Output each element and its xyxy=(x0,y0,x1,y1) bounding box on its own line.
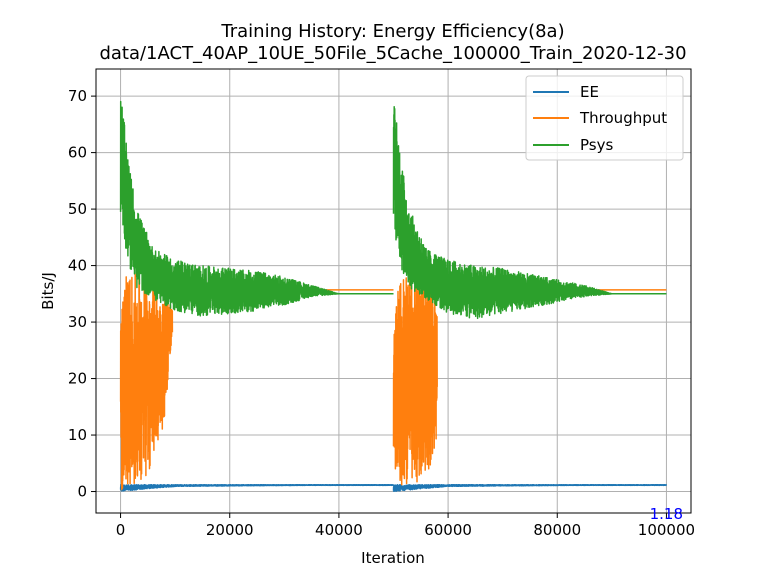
series-line-psys xyxy=(119,100,395,317)
series-layer xyxy=(119,100,668,492)
x-tick-label: 100000 xyxy=(638,521,695,539)
series-line-ee xyxy=(392,484,668,492)
legend: EE Throughput Psys xyxy=(525,75,684,161)
plot-frame xyxy=(95,68,692,514)
series-line-ee xyxy=(119,484,395,492)
y-tick-label: 0 xyxy=(77,483,87,501)
axis-ticks: 0 20000 40000 60000 80000 100000 0 10 20 30 40 50 60… xyxy=(68,87,695,539)
y-tick-label: 20 xyxy=(68,370,87,388)
y-tick-label: 30 xyxy=(68,313,87,331)
legend-label-ee: EE xyxy=(580,83,599,101)
x-tick-label: 20000 xyxy=(206,521,254,539)
y-axis-label: Bits/J xyxy=(39,272,57,310)
series-line-psys xyxy=(392,106,668,320)
chart-title: Training History: Energy Efficiency(8a) xyxy=(220,21,564,42)
legend-box xyxy=(525,75,684,161)
series-line-throughput xyxy=(392,275,438,486)
y-tick-label: 40 xyxy=(68,257,87,275)
annotation-value: 1.18 xyxy=(650,505,683,523)
y-tick-label: 10 xyxy=(68,426,87,444)
x-tick-label: 40000 xyxy=(315,521,363,539)
y-tick-label: 70 xyxy=(68,87,87,105)
x-tick-label: 60000 xyxy=(424,521,472,539)
legend-label-psys: Psys xyxy=(580,136,613,154)
series-line-throughput xyxy=(119,273,174,491)
x-tick-label: 80000 xyxy=(533,521,581,539)
legend-label-throughput: Throughput xyxy=(579,109,667,127)
x-axis-label: Iteration xyxy=(361,549,425,567)
y-tick-label: 60 xyxy=(68,144,87,162)
x-tick-label: 0 xyxy=(116,521,126,539)
chart-subtitle: data/1ACT_40AP_10UE_50File_5Cache_100000… xyxy=(99,43,686,64)
y-tick-label: 50 xyxy=(68,200,87,218)
